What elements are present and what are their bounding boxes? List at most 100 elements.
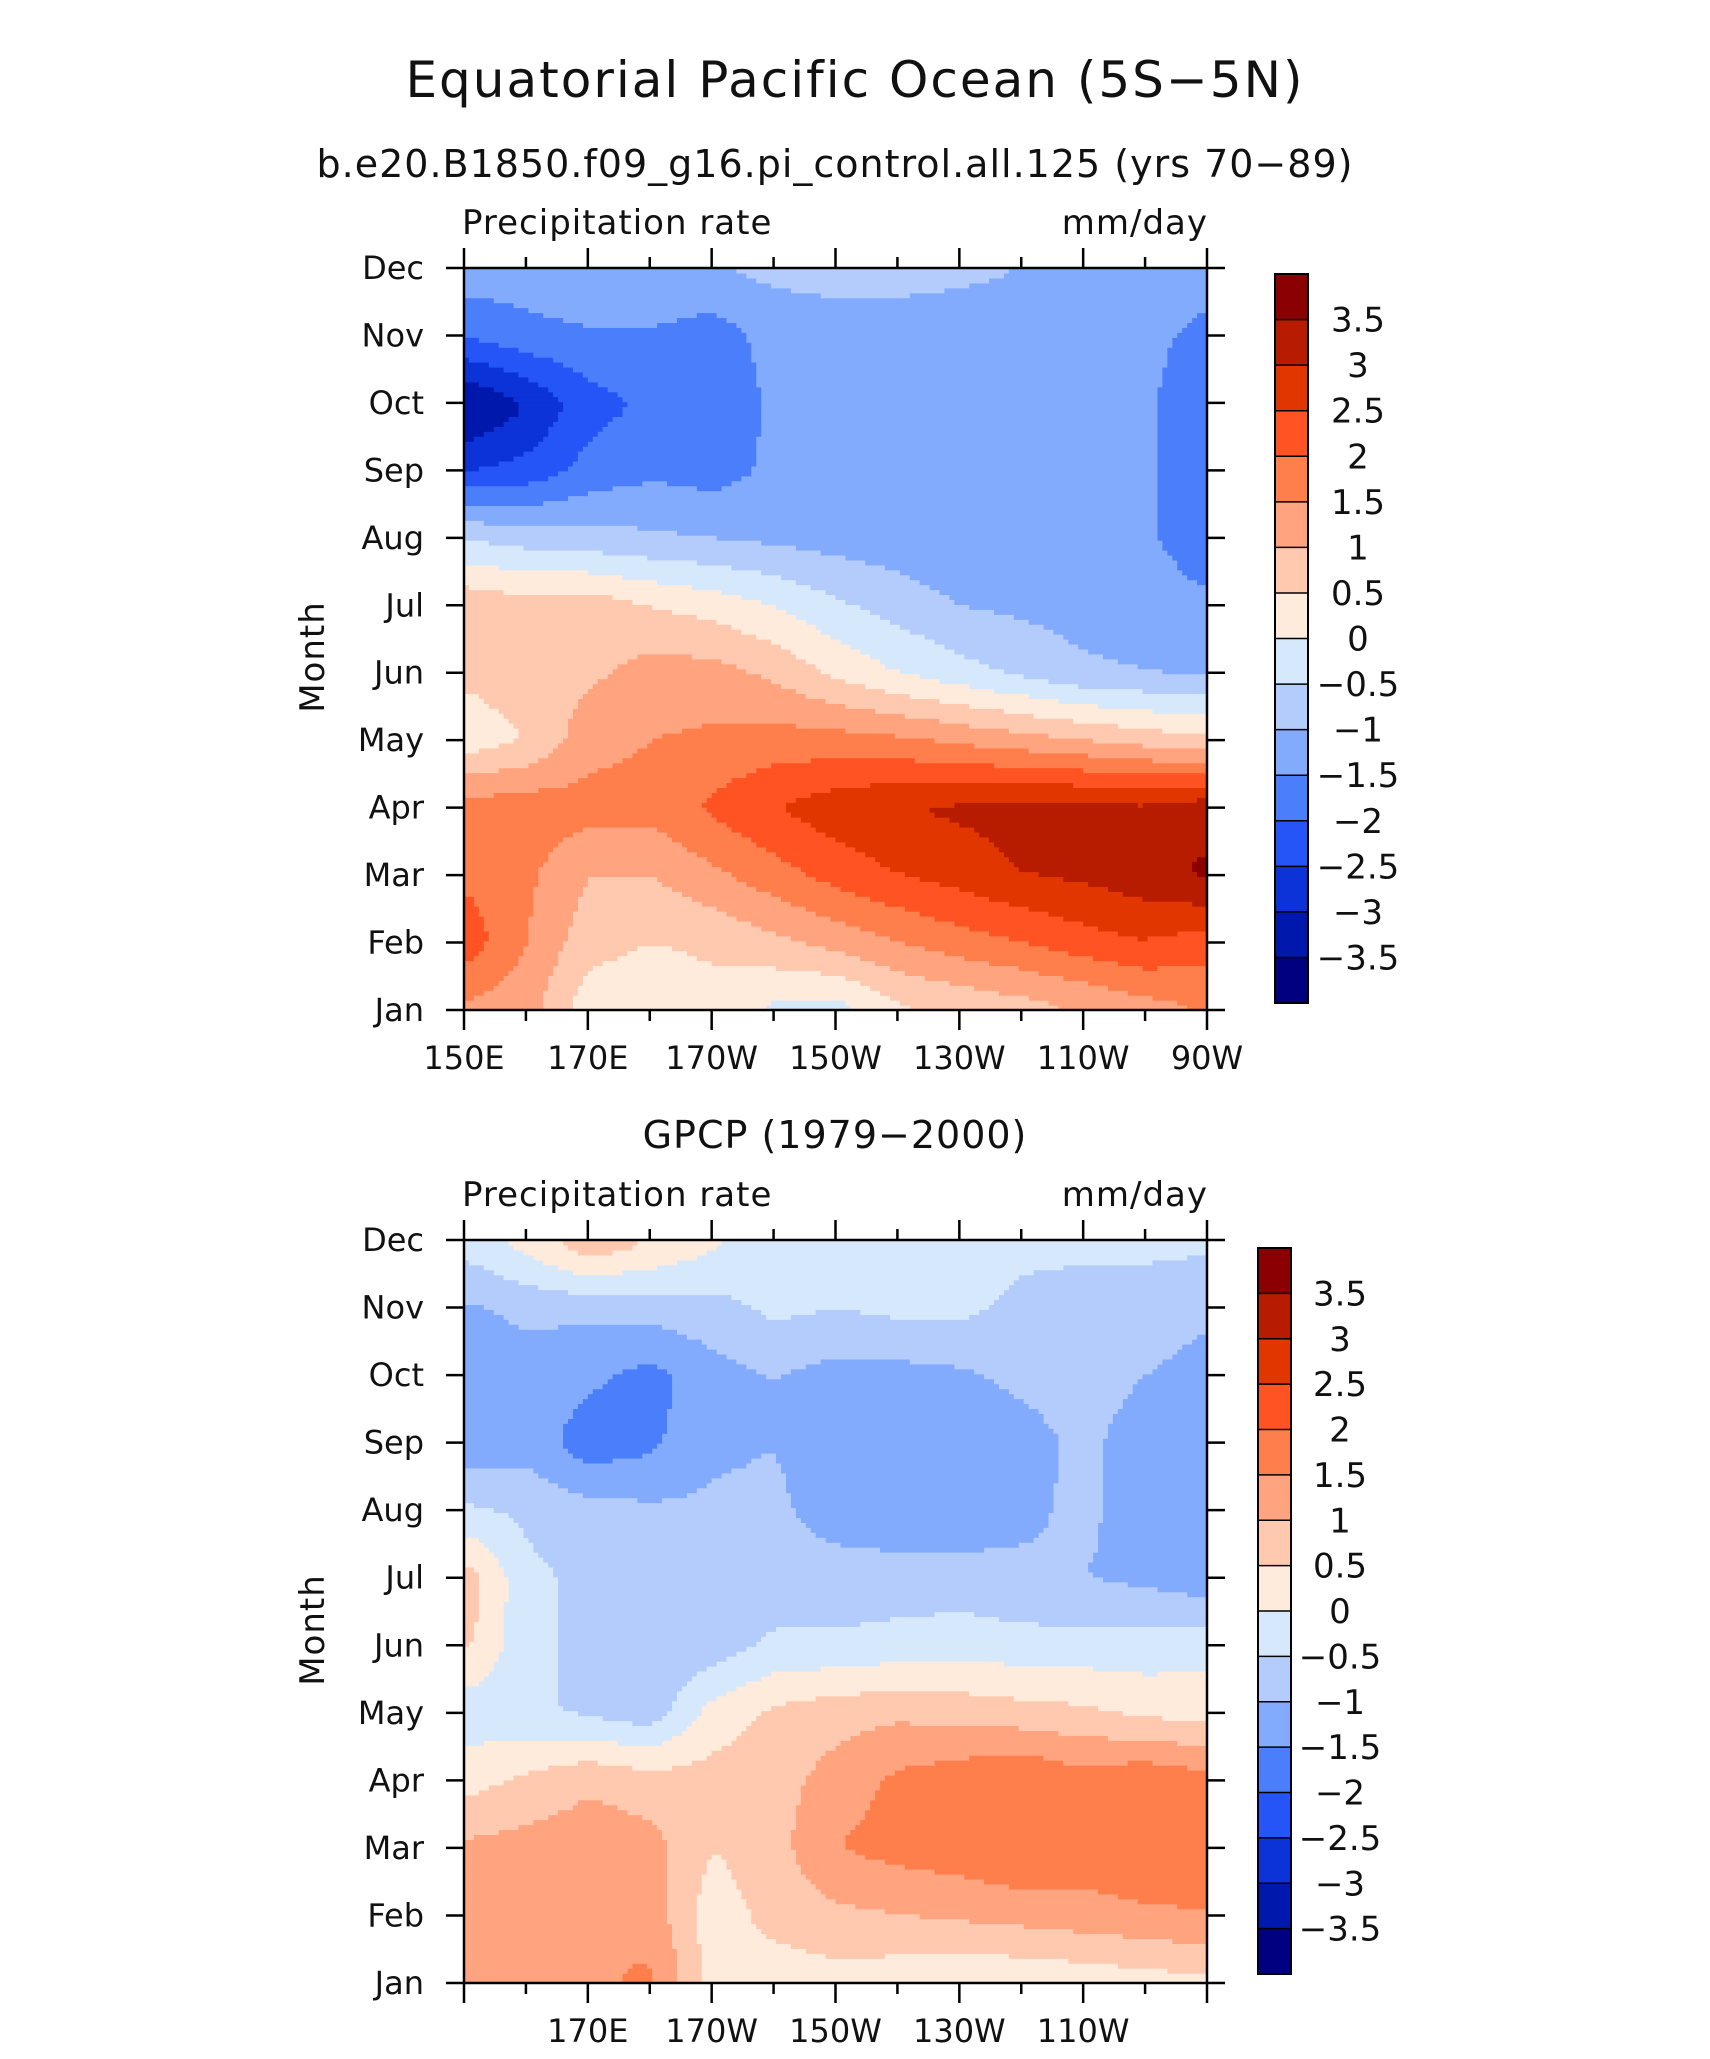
contour-cell [751, 1720, 896, 1727]
contour-cell [934, 737, 1094, 744]
contour-cell [1058, 1443, 1104, 1449]
contour-cell [464, 1299, 742, 1305]
contour-cell [1068, 1958, 1208, 1964]
contour-cell [766, 1933, 1124, 1940]
contour-cell [464, 520, 485, 526]
contour-cell [464, 1403, 579, 1410]
contour-cell [1028, 1403, 1124, 1410]
contour-cell [989, 1304, 1208, 1310]
contour-cell [612, 668, 747, 675]
contour-cell [523, 1527, 812, 1533]
contour-cell [1157, 505, 1208, 511]
contour-cell [464, 1695, 559, 1702]
contour-cell [1058, 1472, 1104, 1479]
contour-cell [612, 416, 762, 422]
contour-cell [563, 1428, 668, 1434]
contour-cell [582, 1492, 688, 1499]
contour-cell [1073, 782, 1208, 788]
contour-cell [577, 451, 757, 457]
contour-cell [464, 1329, 678, 1335]
contour-cell [553, 1566, 1089, 1573]
contour-cell [464, 718, 510, 724]
contour-cell [464, 886, 534, 892]
contour-cell [701, 1705, 772, 1712]
contour-cell [800, 1517, 1050, 1523]
contour-cell [701, 1339, 1193, 1345]
contour-cell [464, 1760, 579, 1766]
contour-cell [508, 1591, 559, 1598]
contour-cell [785, 1472, 1059, 1479]
contour-cell [498, 1829, 663, 1835]
colorbar-label: −2.5 [1317, 847, 1400, 887]
contour-cell [572, 995, 891, 1001]
contour-cell [924, 634, 1064, 640]
contour-cell [1102, 1467, 1208, 1474]
contour-cell [582, 693, 807, 699]
contour-cell [483, 990, 544, 996]
contour-cell [464, 465, 480, 472]
contour-cell [696, 1893, 742, 1900]
y-tick-label: Apr [369, 789, 425, 827]
contour-cell [1048, 911, 1208, 917]
contour-cell [1088, 752, 1208, 759]
contour-cell [572, 460, 757, 467]
contour-cell [563, 1705, 673, 1712]
contour-cell [617, 663, 738, 670]
contour-cell [528, 916, 574, 922]
contour-cell [815, 1309, 861, 1315]
contour-cell [464, 1383, 604, 1390]
contour-cell [483, 920, 529, 927]
contour-cell [756, 277, 990, 284]
contour-cell [464, 1933, 673, 1940]
contour-cell [825, 1750, 1208, 1756]
contour-cell [464, 911, 480, 917]
contour-cell [464, 772, 589, 779]
contour-cell [513, 396, 559, 403]
contour-cell [503, 589, 723, 596]
contour-cell [776, 1457, 1059, 1464]
contour-cell [464, 1948, 678, 1954]
contour-cell [1053, 1487, 1104, 1494]
contour-cell [464, 737, 515, 744]
contour-cell [464, 836, 564, 843]
contour-cell [746, 668, 822, 675]
contour-cell [934, 1611, 975, 1618]
contour-cell [464, 940, 485, 947]
contour-cell [830, 881, 941, 887]
contour-cell [1098, 1522, 1208, 1528]
contour-cell [998, 990, 1129, 996]
contour-cell [1088, 980, 1208, 986]
contour-cell [1162, 376, 1208, 383]
panel-2-left-label: Precipitation rate [462, 1175, 772, 1215]
contour-cell [488, 540, 762, 546]
contour-cell [523, 451, 579, 457]
colorbar-swatch [1258, 1338, 1291, 1385]
contour-cell [464, 1388, 594, 1395]
contour-cell [1177, 559, 1208, 566]
contour-cell [929, 584, 1208, 591]
contour-cell [483, 1264, 559, 1271]
contour-cell [1098, 925, 1208, 932]
contour-cell [1172, 1353, 1208, 1360]
contour-cell [1172, 554, 1208, 561]
contour-cell [805, 658, 881, 665]
contour-cell [989, 930, 1119, 937]
contour-cell [464, 451, 525, 457]
contour-cell [711, 1854, 723, 1860]
contour-cell [652, 1720, 693, 1727]
panel-1-left-label: Precipitation rate [462, 203, 772, 243]
contour-cell [894, 1720, 911, 1727]
contour-cell [483, 945, 525, 952]
contour-cell [558, 1591, 1188, 1598]
contour-cell [676, 1968, 703, 1974]
contour-cell [548, 1477, 713, 1484]
contour-cell [1172, 1938, 1208, 1944]
contour-cell [845, 920, 955, 927]
contour-cell [1187, 1765, 1208, 1771]
contour-cell [464, 1869, 668, 1875]
contour-cell [464, 723, 515, 729]
contour-cell [572, 916, 738, 922]
contour-cell [558, 1586, 1159, 1593]
contour-cell [781, 683, 866, 690]
y-tick-label: Mar [364, 1829, 425, 1867]
